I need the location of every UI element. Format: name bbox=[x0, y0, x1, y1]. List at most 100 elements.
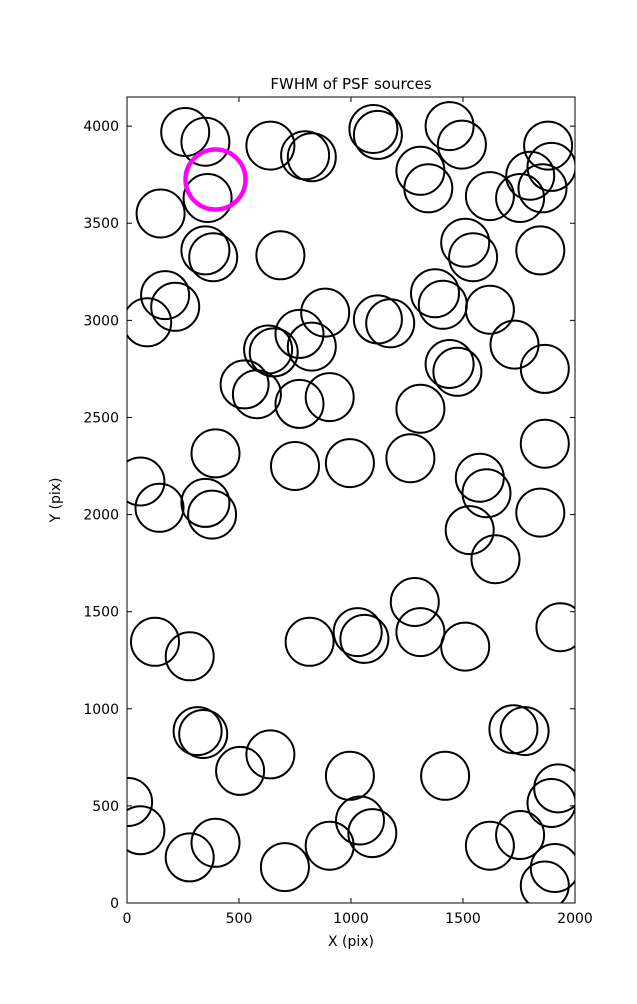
psf-source-marker bbox=[150, 281, 201, 332]
psf-source-marker bbox=[424, 101, 475, 152]
psf-source-marker bbox=[535, 602, 575, 653]
psf-source-marker bbox=[335, 795, 385, 846]
psf-source-marker bbox=[444, 505, 495, 556]
highlighted-source-marker bbox=[183, 147, 248, 212]
x-tick-label: 1500 bbox=[445, 911, 481, 927]
psf-source-marker bbox=[489, 319, 540, 370]
psf-source-marker bbox=[180, 116, 231, 167]
psf-source-marker bbox=[304, 372, 355, 423]
psf-source-marker bbox=[284, 616, 335, 667]
psf-source-marker bbox=[127, 297, 173, 348]
psf-source-marker bbox=[127, 456, 166, 507]
psf-source-marker bbox=[190, 428, 241, 479]
psf-source-marker bbox=[182, 173, 233, 223]
psf-source-marker bbox=[517, 163, 568, 214]
psf-source-marker bbox=[365, 298, 416, 349]
y-tick-label: 1000 bbox=[83, 702, 119, 718]
psf-source-marker bbox=[304, 820, 355, 871]
y-tick-label: 3500 bbox=[83, 216, 119, 232]
psf-source-marker bbox=[339, 613, 390, 664]
psf-source-marker bbox=[243, 324, 294, 375]
psf-source-marker bbox=[188, 232, 239, 283]
psf-source-marker bbox=[440, 621, 491, 672]
y-tick-label: 2000 bbox=[83, 508, 119, 524]
psf-source-marker bbox=[440, 217, 491, 268]
psf-source-marker bbox=[448, 232, 499, 283]
psf-source-marker bbox=[180, 477, 231, 528]
psf-source-marker bbox=[420, 750, 471, 801]
psf-source-marker bbox=[529, 843, 575, 893]
psf-source-marker bbox=[219, 359, 270, 410]
tick-labels-layer: 0 500 1000 1500 2000 0 500 1000 1500 2000 2500 3000… bbox=[83, 119, 592, 927]
psf-source-marker bbox=[395, 383, 446, 434]
psf-source-marker bbox=[389, 577, 440, 627]
psf-source-marker bbox=[187, 489, 238, 540]
y-tick-label: 500 bbox=[92, 799, 119, 815]
psf-source-marker bbox=[286, 321, 337, 372]
psf-source-marker bbox=[347, 808, 398, 859]
psf-source-marker bbox=[410, 268, 460, 319]
psf-source-marker bbox=[417, 279, 468, 330]
psf-source-marker bbox=[464, 284, 515, 335]
psf-source-marker bbox=[245, 729, 296, 780]
psf-source-marker bbox=[470, 534, 521, 585]
psf-source-marker bbox=[215, 745, 266, 796]
psf-source-marker bbox=[172, 706, 223, 757]
psf-source-marker bbox=[324, 750, 375, 801]
psf-source-marker bbox=[424, 339, 475, 389]
psf-source-marker bbox=[135, 188, 186, 239]
psf-source-marker bbox=[385, 433, 436, 484]
psf-source-marker bbox=[436, 119, 487, 170]
psf-source-marker bbox=[403, 163, 454, 214]
psf-source-marker bbox=[274, 378, 325, 429]
tick-marks-layer bbox=[126, 97, 576, 904]
psf-source-marker bbox=[164, 631, 215, 682]
psf-source-marker bbox=[526, 778, 575, 828]
psf-source-marker bbox=[127, 805, 166, 856]
psf-source-marker bbox=[488, 704, 539, 755]
psf-source-marker bbox=[395, 607, 446, 658]
psf-source-marker bbox=[523, 120, 574, 171]
psf-source-marker bbox=[270, 441, 320, 491]
y-tick-label: 3000 bbox=[83, 313, 119, 329]
psf-source-marker bbox=[464, 171, 515, 222]
psf-source-marker bbox=[515, 487, 566, 538]
psf-source-marker bbox=[519, 418, 570, 469]
x-tick-label: 500 bbox=[226, 911, 253, 927]
psf-source-marker bbox=[526, 141, 575, 192]
psf-source-marker bbox=[160, 107, 211, 157]
psf-source-marker bbox=[352, 109, 403, 160]
psf-source-marker bbox=[519, 860, 570, 903]
data-points-layer bbox=[127, 101, 575, 903]
psf-source-marker bbox=[495, 810, 546, 860]
y-axis-label: Y (pix) bbox=[48, 478, 64, 524]
psf-source-marker bbox=[533, 763, 575, 814]
psf-source-marker bbox=[332, 607, 383, 658]
chart-title: FWHM of PSF sources bbox=[270, 75, 431, 93]
psf-source-marker bbox=[245, 120, 296, 171]
psf-source-marker bbox=[255, 230, 306, 281]
y-tick-label: 2500 bbox=[83, 410, 119, 426]
psf-source-marker bbox=[432, 346, 483, 397]
psf-source-marker bbox=[231, 369, 282, 420]
psf-source-marker bbox=[505, 150, 556, 201]
psf-source-marker bbox=[140, 270, 191, 321]
psf-source-marker bbox=[286, 132, 337, 183]
psf-source-marker bbox=[180, 225, 231, 276]
y-tick-label: 1500 bbox=[83, 605, 119, 621]
psf-source-marker bbox=[499, 706, 550, 757]
y-tick-label: 0 bbox=[110, 896, 119, 912]
x-tick-label: 0 bbox=[123, 911, 132, 927]
x-tick-label: 1000 bbox=[333, 911, 369, 927]
psf-source-marker bbox=[134, 482, 185, 533]
psf-source-marker bbox=[259, 842, 310, 893]
psf-source-marker bbox=[130, 616, 180, 667]
psf-source-marker bbox=[178, 709, 229, 759]
psf-source-marker bbox=[495, 173, 546, 223]
psf-source-marker bbox=[348, 104, 399, 154]
psf-source-marker bbox=[464, 820, 515, 871]
psf-source-marker bbox=[300, 287, 351, 338]
psf-source-marker bbox=[164, 832, 215, 883]
